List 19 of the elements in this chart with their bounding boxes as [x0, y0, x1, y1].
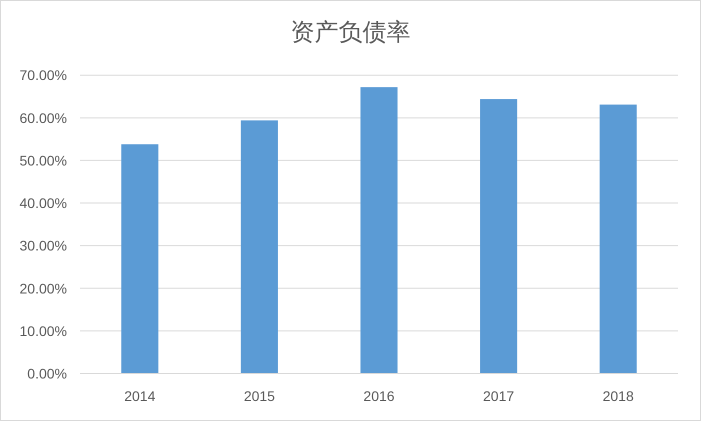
bar — [240, 120, 278, 374]
y-tick-label: 40.00% — [20, 195, 67, 212]
y-tick-label: 0.00% — [27, 366, 67, 382]
y-tick-label: 10.00% — [20, 322, 67, 339]
x-tick-label: 2017 — [483, 388, 514, 404]
y-tick-label: 20.00% — [20, 280, 67, 296]
chart-title: 资产负债率 — [290, 19, 410, 46]
x-tick-label: 2018 — [602, 388, 634, 404]
bar — [600, 104, 637, 374]
bar — [480, 99, 518, 374]
y-tick-label: 30.00% — [20, 238, 67, 254]
x-tick-label: 2014 — [124, 388, 156, 404]
bar — [360, 87, 398, 374]
y-tick-label: 70.00% — [20, 67, 67, 84]
y-tick-label: 50.00% — [20, 152, 67, 168]
x-tick-label: 2016 — [363, 388, 395, 404]
y-tick-label: 60.00% — [20, 110, 67, 126]
bar — [121, 144, 158, 374]
x-tick-label: 2015 — [244, 388, 276, 404]
